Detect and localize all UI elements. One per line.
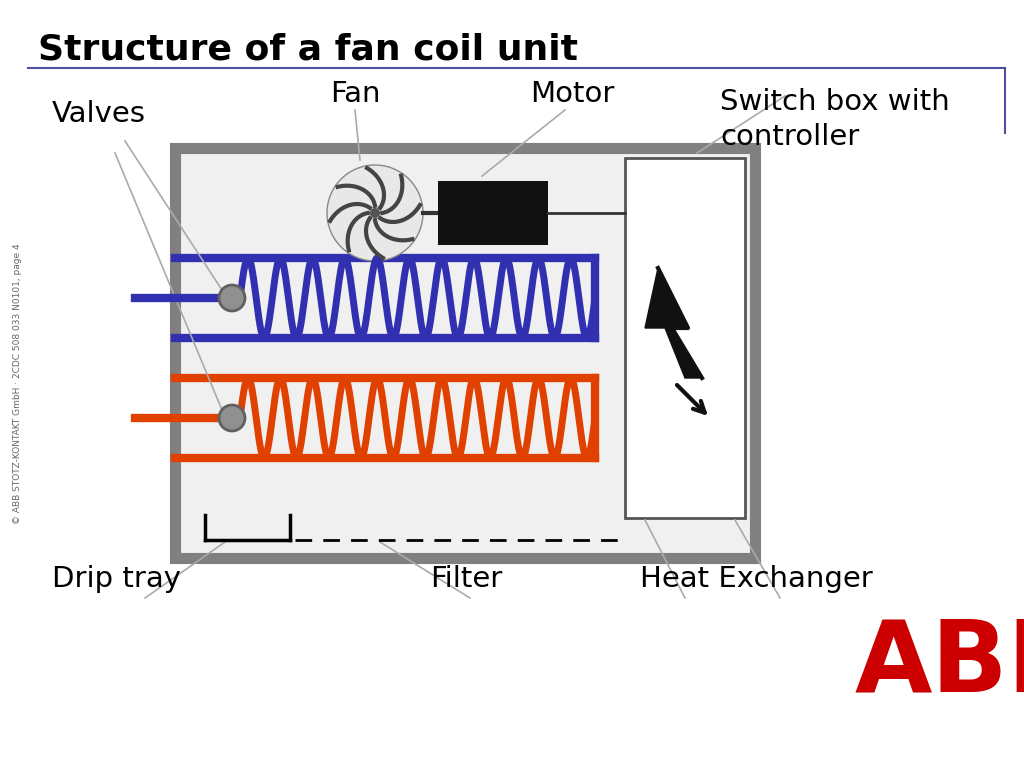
Text: Heat Exchanger: Heat Exchanger — [640, 565, 872, 593]
Bar — [625, 158, 745, 518]
Polygon shape — [645, 268, 702, 378]
Text: Motor: Motor — [530, 80, 614, 108]
Text: © ABB STOTZ-KONTAKT GmbH · 2CDC 508 033 N0101, page 4: © ABB STOTZ-KONTAKT GmbH · 2CDC 508 033 … — [13, 243, 23, 525]
Text: Structure of a fan coil unit: Structure of a fan coil unit — [38, 33, 578, 67]
Text: Drip tray: Drip tray — [52, 565, 181, 593]
Text: Switch box with
controller: Switch box with controller — [720, 88, 949, 151]
Circle shape — [370, 208, 380, 218]
Circle shape — [219, 285, 245, 311]
Circle shape — [327, 165, 423, 261]
Circle shape — [219, 405, 245, 431]
Bar — [438, 181, 548, 245]
Text: ABB: ABB — [855, 616, 1024, 713]
Text: Valves: Valves — [52, 100, 146, 128]
Text: Fan: Fan — [330, 80, 381, 108]
Text: Filter: Filter — [430, 565, 502, 593]
Bar — [175, 148, 755, 558]
